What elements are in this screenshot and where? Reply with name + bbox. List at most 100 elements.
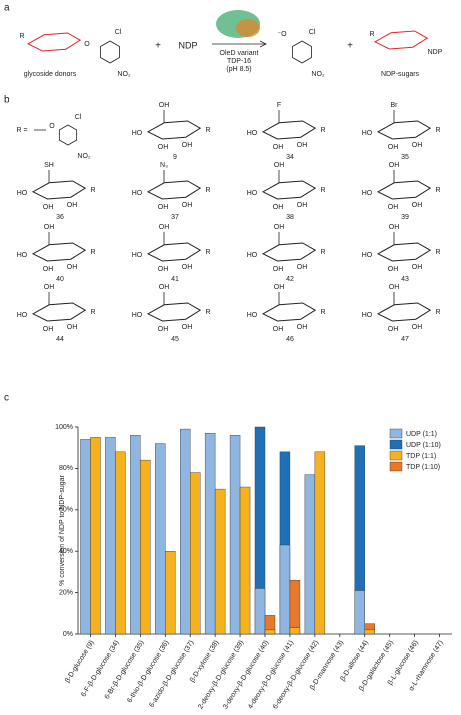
panel-label: c (4, 393, 9, 404)
bond (376, 120, 432, 140)
label: OH (412, 324, 423, 331)
label: HO (247, 130, 258, 137)
label: NDP-sugars (381, 71, 420, 78)
label: HO (362, 130, 373, 137)
label: 9 (173, 154, 177, 161)
label: OH (159, 102, 170, 109)
label: HO (132, 190, 143, 197)
bar (130, 435, 141, 635)
label: NDP (428, 49, 443, 56)
label: OH (159, 284, 170, 291)
label: HO (247, 252, 258, 259)
bar (179, 428, 191, 635)
label: R (19, 33, 24, 40)
label: + (155, 41, 161, 52)
label: Cl (115, 29, 122, 36)
label: 35 (401, 154, 409, 161)
y-tick-label: 20% (59, 589, 73, 596)
label: Cl (309, 29, 316, 36)
label: OH (274, 284, 285, 291)
label: NO₂ (311, 71, 325, 78)
bar (204, 433, 216, 635)
label: HO (247, 312, 258, 319)
bond (292, 40, 312, 64)
label: OH (182, 324, 193, 331)
label: O (84, 41, 90, 48)
bond (26, 32, 82, 52)
label: R = (16, 127, 27, 134)
label: R (435, 309, 440, 316)
label: OH (158, 266, 169, 273)
label: 43 (401, 276, 409, 283)
label: OH (273, 204, 284, 211)
panel-label: b (4, 95, 10, 106)
bond (261, 120, 317, 140)
legend-label: TDP (1:1) (406, 453, 436, 460)
label: R (320, 127, 325, 134)
label: HO (17, 190, 28, 197)
label: OH (412, 202, 423, 209)
legend-swatch (389, 439, 403, 450)
label: OH (273, 266, 284, 273)
bar (165, 551, 176, 635)
label: glycoside donors (24, 71, 77, 78)
label: 42 (286, 276, 294, 283)
bar (279, 544, 291, 635)
label: 37 (171, 214, 179, 221)
bar (90, 437, 101, 635)
label: OH (67, 264, 78, 271)
label: O (49, 123, 55, 130)
x-tick-label: 4-deoxy-β-D-glucose (41) (247, 639, 295, 710)
label: R (435, 187, 440, 194)
arrow (259, 40, 267, 48)
y-tick-label: 60% (59, 507, 73, 514)
bar (189, 472, 201, 635)
label: ⁻O (277, 31, 287, 38)
label: HO (132, 130, 143, 137)
label: 39 (401, 214, 409, 221)
label: R (435, 127, 440, 134)
x-tick-label: 3-deoxy-β-D-glucose (40) (222, 639, 270, 710)
bar (105, 437, 116, 635)
label: R (90, 309, 95, 316)
bond (146, 180, 202, 200)
label: HO (362, 312, 373, 319)
label: OH (159, 224, 170, 231)
label: HO (362, 190, 373, 197)
bar (229, 435, 241, 635)
label: OH (297, 324, 308, 331)
label: OH (412, 264, 423, 271)
label: OleD variant (220, 50, 259, 57)
bond (261, 180, 317, 200)
label: 44 (56, 336, 64, 343)
bar (364, 629, 375, 635)
bond (376, 242, 432, 262)
label: OH (43, 326, 54, 333)
label: N₃ (160, 162, 168, 169)
label: 47 (401, 336, 409, 343)
label: R (205, 127, 210, 134)
label: OH (43, 204, 54, 211)
label: R (369, 31, 374, 38)
legend-label: UDP (1:10) (406, 442, 441, 449)
label: 34 (286, 154, 294, 161)
label: OH (388, 204, 399, 211)
label: 36 (56, 214, 64, 221)
bar (254, 588, 266, 635)
bond (31, 302, 87, 322)
label: 40 (56, 276, 64, 283)
label: OH (44, 224, 55, 231)
label: NO₂ (77, 153, 91, 160)
label: NDP (178, 40, 197, 50)
legend-swatch (389, 450, 403, 461)
label: OH (67, 324, 78, 331)
bond (261, 302, 317, 322)
label: R (205, 187, 210, 194)
label: OH (44, 284, 55, 291)
label: HO (132, 252, 143, 259)
label: OH (389, 224, 400, 231)
label: OH (182, 142, 193, 149)
label: OH (182, 264, 193, 271)
bar (314, 451, 326, 635)
